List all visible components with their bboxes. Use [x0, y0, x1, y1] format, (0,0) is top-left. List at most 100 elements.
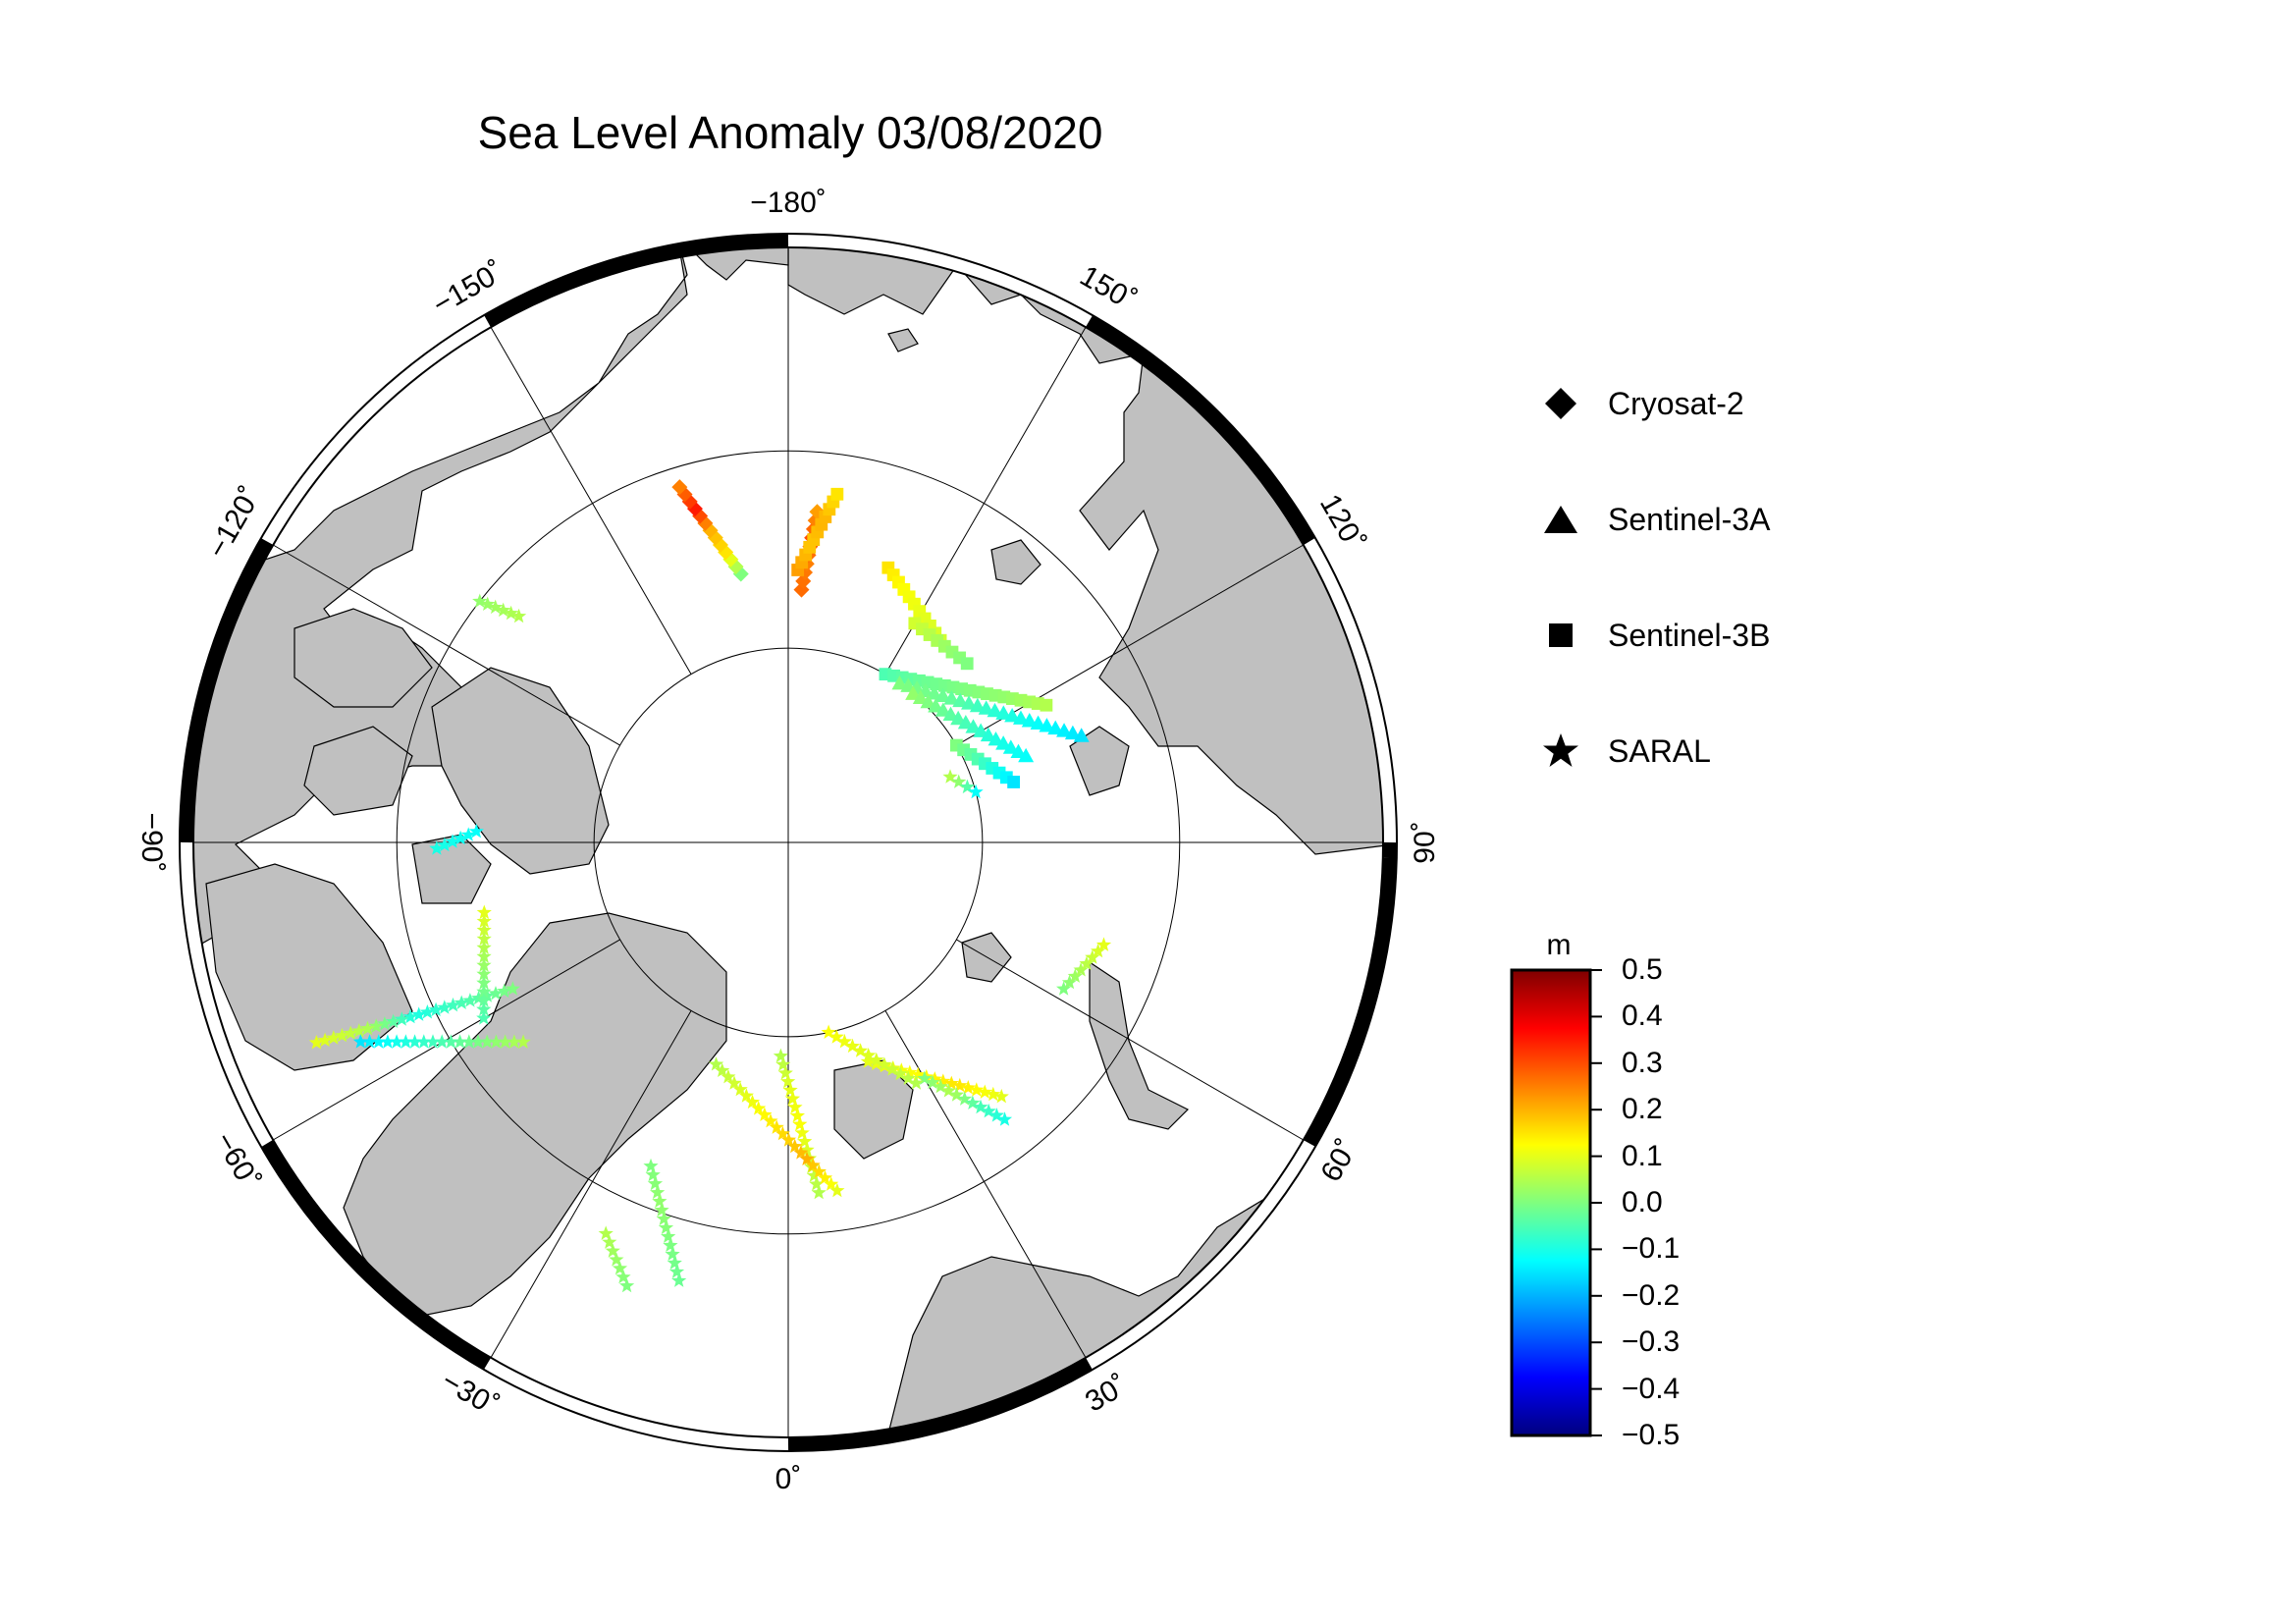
track-point-saral [461, 1034, 477, 1049]
track-point-saral [511, 608, 527, 623]
track-point-saral [476, 984, 492, 999]
track-point-saral [942, 769, 958, 784]
longitude-label: −60˚ [208, 1127, 266, 1195]
track-point-saral [476, 922, 492, 937]
track-point-saral [351, 1023, 367, 1038]
track-point-saral [773, 1048, 788, 1063]
longitude-label: 150˚ [1075, 259, 1143, 317]
track-point-saral [504, 605, 519, 621]
track-point-sentinel-3a [952, 692, 969, 708]
track-point-saral [476, 940, 492, 954]
legend-item-sentinel-3a: Sentinel-3A [1531, 500, 1770, 539]
track-point-saral [472, 593, 488, 608]
track-point-saral [917, 1070, 933, 1085]
track-point-saral [650, 1184, 666, 1200]
track-point-saral [470, 1034, 486, 1049]
longitude-label: −90˚ [135, 813, 168, 873]
track-point-sentinel-3a [961, 695, 978, 710]
track-point-sentinel-3a [934, 702, 951, 717]
track-point-saral [933, 1078, 948, 1094]
track-point-saral [968, 784, 984, 799]
track-point-sentinel-3a [1012, 710, 1029, 725]
longitude-label: 0˚ [775, 1463, 802, 1495]
track-point-saral [359, 1020, 376, 1036]
track-point-saral [598, 1225, 614, 1240]
track-point-sentinel-3a [928, 698, 944, 713]
track-point-sentinel-3b [960, 657, 974, 671]
triangle-icon [1531, 500, 1590, 539]
track-point-saral [751, 1101, 767, 1115]
track-point-saral [780, 1132, 797, 1147]
track-point-saral [471, 990, 487, 1005]
track-point-saral [780, 1073, 796, 1089]
legend-label: SARAL [1608, 732, 1711, 769]
colorbar-tick-label: 0.2 [1622, 1093, 1663, 1126]
track-point-saral [1061, 974, 1078, 990]
track-point-saral [900, 1070, 916, 1085]
frame-outer [179, 233, 1398, 1452]
track-point-saral [960, 1080, 976, 1095]
track-point-saral [377, 1016, 393, 1031]
frame-segment [787, 1357, 1093, 1451]
colorbar-tick-label: 0.1 [1622, 1139, 1663, 1172]
colorbar-tick-label: 0.0 [1622, 1186, 1663, 1218]
track-point-saral [476, 1010, 492, 1025]
track-point-saral [445, 997, 461, 1012]
track-point-saral [453, 830, 468, 845]
track-point-saral [476, 904, 492, 919]
frame-segment [180, 538, 274, 843]
track-point-sentinel-3a [995, 735, 1012, 750]
track-point-saral [308, 1035, 324, 1050]
track-point-saral [799, 1142, 815, 1157]
longitude-label: 90˚ [1409, 821, 1441, 863]
diamond-icon [1531, 384, 1590, 423]
track-point-saral [488, 1034, 504, 1049]
track-point-saral [902, 1064, 918, 1079]
track-point-saral [988, 1108, 1004, 1122]
colorbar-ticks [1590, 969, 1602, 1436]
track-point-saral [811, 1163, 827, 1178]
track-point-sentinel-3a [978, 700, 994, 715]
polar-map: −180˚150˚120˚90˚60˚30˚0˚−30˚−60˚−90˚−120… [135, 187, 1441, 1495]
track-point-sentinel-3a [1047, 720, 1064, 735]
legend-item-cryosat-2: Cryosat-2 [1531, 384, 1744, 423]
track-point-saral [1095, 937, 1112, 951]
track-point-saral [407, 1034, 423, 1049]
track-point-saral [981, 1103, 996, 1118]
track-point-saral [986, 1086, 1001, 1102]
star-icon [1531, 731, 1590, 771]
track-point-saral [647, 1175, 664, 1191]
track-point-saral [763, 1113, 778, 1128]
track-point-saral [948, 1087, 965, 1102]
colorbar-tick-label: −0.2 [1622, 1278, 1681, 1312]
longitude-label: 60˚ [1314, 1134, 1363, 1187]
track-point-saral [671, 1272, 687, 1287]
legend-label: Sentinel-3B [1608, 617, 1771, 653]
land-chukotka [685, 247, 789, 281]
track-point-saral [425, 1034, 441, 1049]
track-point-saral [829, 1182, 845, 1198]
colorbar-tick-label: 0.3 [1622, 1046, 1663, 1079]
track-point-saral [744, 1094, 761, 1109]
legend-label: Cryosat-2 [1608, 385, 1744, 421]
graticule [193, 247, 1383, 1437]
track-point-saral [769, 1119, 784, 1134]
track-point-sentinel-3a [973, 723, 989, 737]
track-point-saral [844, 1038, 861, 1054]
track-point-saral [602, 1234, 617, 1249]
colorbar-tick-label: 0.4 [1622, 1000, 1663, 1033]
track-point-saral [476, 966, 492, 981]
track-point-sentinel-3a [926, 685, 942, 700]
track-point-saral [951, 774, 967, 788]
legend-label: Sentinel-3A [1608, 501, 1771, 537]
track-point-saral [334, 1027, 350, 1043]
map-frame [179, 233, 1398, 1452]
colorbar-tick-label: −0.4 [1622, 1372, 1681, 1405]
track-point-saral [317, 1032, 333, 1048]
track-point-saral [935, 1073, 951, 1088]
track-point-cryosat-2 [671, 479, 688, 496]
track-point-saral [732, 1081, 748, 1097]
map-title: Sea Level Anomaly 03/08/2020 [477, 107, 1103, 158]
track-point-saral [658, 1219, 674, 1235]
track-point-saral [652, 1193, 667, 1209]
